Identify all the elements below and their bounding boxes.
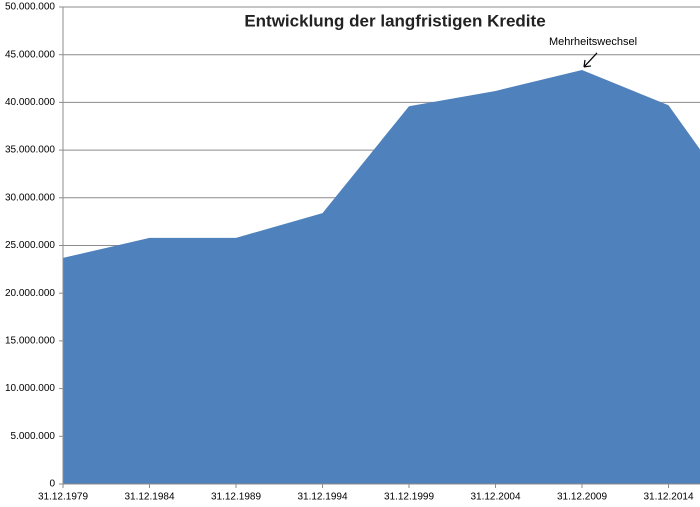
x-tick-label: 31.12.1989	[211, 492, 261, 503]
y-tick-label: 45.000.000	[5, 49, 55, 60]
x-tick-label: 31.12.1994	[297, 492, 347, 503]
y-tick-label: 20.000.000	[5, 288, 55, 299]
x-tick-label: 31.12.1979	[38, 492, 88, 503]
y-tick-label: 5.000.000	[11, 431, 56, 442]
x-tick-label: 31.12.2014	[643, 492, 693, 503]
x-tick-label: 31.12.2004	[470, 492, 520, 503]
y-tick-label: 50.000.000	[5, 2, 55, 13]
y-tick-label: 15.000.000	[5, 336, 55, 347]
chart-title: Entwicklung der langfristigen Kredite	[244, 11, 545, 30]
y-tick-label: 10.000.000	[5, 383, 55, 394]
area	[63, 69, 700, 484]
x-tick-label: 31.12.1984	[124, 492, 174, 503]
y-tick-label: 0	[49, 479, 55, 490]
y-tick-label: 25.000.000	[5, 240, 55, 251]
y-tick-label: 40.000.000	[5, 97, 55, 108]
x-tick-label: 31.12.2009	[557, 492, 607, 503]
annotation: Mehrheitswechsel	[549, 36, 637, 48]
annotation-arrowhead	[583, 59, 592, 68]
x-tick-label: 31.12.1999	[384, 492, 434, 503]
annotation-arrow	[583, 52, 598, 68]
y-tick-label: 30.000.000	[5, 192, 55, 203]
y-tick-label: 35.000.000	[5, 145, 55, 156]
